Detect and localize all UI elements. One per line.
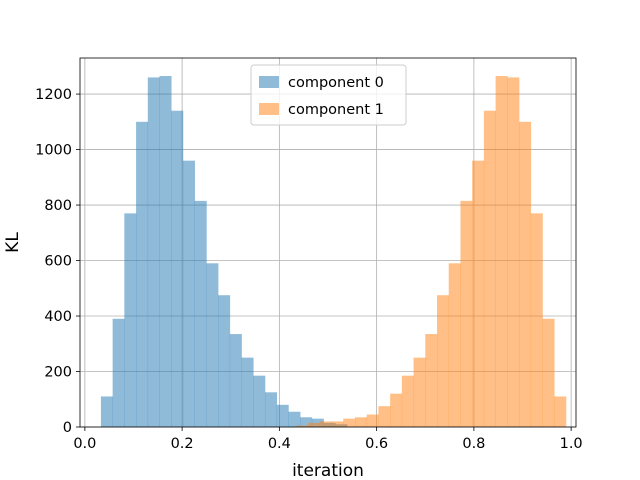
histogram-bar-series-0	[112, 318, 125, 427]
histogram-bar-series-1	[448, 263, 461, 427]
plot-frame	[79, 57, 577, 428]
legend: component 0 component 1	[250, 64, 407, 126]
y-tick-label: 600	[44, 254, 72, 270]
histogram-bar-series-1	[483, 110, 496, 427]
histogram-bar-series-0	[218, 295, 231, 427]
histogram-bar-series-0	[253, 375, 266, 427]
histogram-bar-series-0	[241, 357, 254, 427]
histogram-bar-series-0	[147, 77, 160, 427]
histogram-bar-series-0	[288, 411, 301, 427]
histogram-bar-series-0	[300, 417, 313, 427]
histogram-bar-series-0	[206, 263, 219, 427]
histogram-bar-series-0	[100, 396, 113, 427]
histogram-bar-series-0	[194, 200, 207, 427]
histogram-bar-series-1	[507, 77, 520, 427]
y-tick-label: 0	[63, 420, 72, 436]
histogram-bar-series-1	[495, 76, 508, 427]
legend-box	[250, 64, 407, 126]
legend-label: component 0	[288, 75, 384, 91]
histogram-bar-series-0	[264, 392, 277, 427]
legend-swatch	[259, 103, 279, 115]
y-tick-label: 800	[44, 198, 72, 214]
histogram-bar-series-0	[182, 160, 195, 428]
histogram-bar-series-1	[401, 375, 414, 427]
y-axis-ticks: 0 200 400 600 800 1000 1200	[35, 87, 80, 436]
histogram-bar-series-1	[366, 414, 379, 427]
y-tick-label: 1200	[35, 87, 72, 103]
y-tick-label: 200	[44, 365, 72, 381]
histogram-bar-series-1	[425, 334, 438, 427]
histogram-bar-series-1	[519, 121, 532, 428]
legend-label: component 1	[288, 102, 384, 118]
x-tick-label: 0.4	[268, 436, 291, 452]
histogram-bar-series-1	[390, 393, 403, 427]
histogram-bar-series-0	[229, 334, 242, 427]
histogram-bar-series-1	[378, 406, 391, 427]
y-tick-label: 400	[44, 309, 72, 325]
histogram-bar-series-0	[276, 404, 289, 427]
histogram-bar-series-1	[413, 357, 426, 427]
histogram-bar-series-1	[554, 396, 567, 427]
histogram-bar-series-1	[542, 318, 555, 427]
x-tick-label: 1.0	[560, 436, 583, 452]
histogram-bar-series-1	[319, 421, 332, 427]
histogram-bar-series-1	[472, 160, 485, 428]
histogram-bar-series-1	[343, 418, 356, 427]
x-axis-ticks: 0.0 0.2 0.4 0.6 0.8 1.0	[73, 427, 583, 452]
histogram-bar-series-0	[136, 121, 149, 428]
x-tick-label: 0.8	[462, 436, 485, 452]
histogram-bar-series-1	[437, 295, 450, 427]
histogram-bar-series-1	[331, 421, 344, 427]
x-tick-label: 0.2	[171, 436, 194, 452]
histogram-bar-series-1	[530, 213, 543, 427]
histogram-bar-series-1	[354, 417, 368, 427]
histogram-bar-series-1	[460, 200, 473, 427]
x-tick-label: 0.6	[365, 436, 388, 452]
histogram-bar-series-1	[308, 422, 321, 427]
histogram-bars	[100, 76, 567, 428]
histogram-bar-series-0	[171, 110, 184, 427]
y-tick-label: 1000	[35, 143, 72, 159]
histogram-bar-series-0	[124, 213, 137, 427]
y-axis-label: KL	[3, 232, 23, 253]
x-axis-label: iteration	[292, 461, 364, 480]
histogram-bar-series-0	[159, 76, 172, 427]
histogram-bar-series-1	[296, 425, 309, 427]
x-tick-label: 0.0	[73, 436, 96, 452]
legend-swatch	[259, 76, 279, 88]
